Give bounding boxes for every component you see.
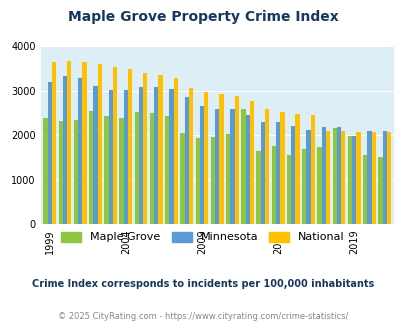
Text: Crime Index corresponds to incidents per 100,000 inhabitants: Crime Index corresponds to incidents per… [32,279,373,289]
Bar [215,110,219,224]
Bar [169,89,173,224]
Bar [226,134,230,224]
Bar [188,88,193,224]
Bar [134,112,139,224]
Bar [74,120,78,224]
Bar [139,87,143,224]
Bar [321,127,325,224]
Bar [58,121,63,224]
Bar [43,118,47,224]
Bar [47,82,52,224]
Bar [340,131,345,224]
Bar [67,61,71,224]
Bar [306,129,310,224]
Bar [89,111,93,224]
Bar [286,155,290,224]
Bar [210,137,215,224]
Bar [124,90,128,224]
Bar [367,131,371,224]
Bar [128,69,132,224]
Bar [184,97,188,224]
Bar [241,110,245,224]
Bar [382,131,386,224]
Bar [245,115,249,224]
Bar [52,62,56,224]
Bar [219,94,223,224]
Bar [371,132,375,224]
Bar [165,116,169,224]
Bar [204,92,208,224]
Bar [149,114,154,224]
Bar [158,75,162,224]
Bar [104,116,108,224]
Bar [290,126,295,224]
Bar [264,109,269,224]
Bar [180,133,184,224]
Bar [325,131,329,224]
Bar [173,78,177,224]
Bar [230,109,234,224]
Bar [351,136,356,224]
Bar [78,78,82,224]
Bar [260,122,264,224]
Bar [256,151,260,224]
Bar [119,118,124,224]
Bar [63,76,67,224]
Legend: Maple Grove, Minnesota, National: Maple Grove, Minnesota, National [57,227,348,247]
Text: © 2025 CityRating.com - https://www.cityrating.com/crime-statistics/: © 2025 CityRating.com - https://www.city… [58,312,347,321]
Bar [386,132,390,224]
Bar [377,157,382,224]
Bar [310,115,314,224]
Bar [279,112,284,224]
Bar [362,155,367,224]
Bar [97,64,102,224]
Bar [336,127,340,224]
Bar [332,128,336,224]
Bar [143,73,147,224]
Bar [82,62,86,224]
Bar [249,101,254,224]
Bar [93,86,97,224]
Bar [356,132,360,224]
Bar [154,87,158,224]
Bar [113,67,117,224]
Bar [295,114,299,224]
Bar [317,147,321,224]
Bar [271,146,275,224]
Bar [347,136,351,224]
Bar [199,106,204,224]
Bar [275,122,279,224]
Bar [195,138,199,224]
Text: Maple Grove Property Crime Index: Maple Grove Property Crime Index [68,10,337,24]
Bar [234,96,238,224]
Bar [108,90,113,224]
Bar [301,148,306,224]
